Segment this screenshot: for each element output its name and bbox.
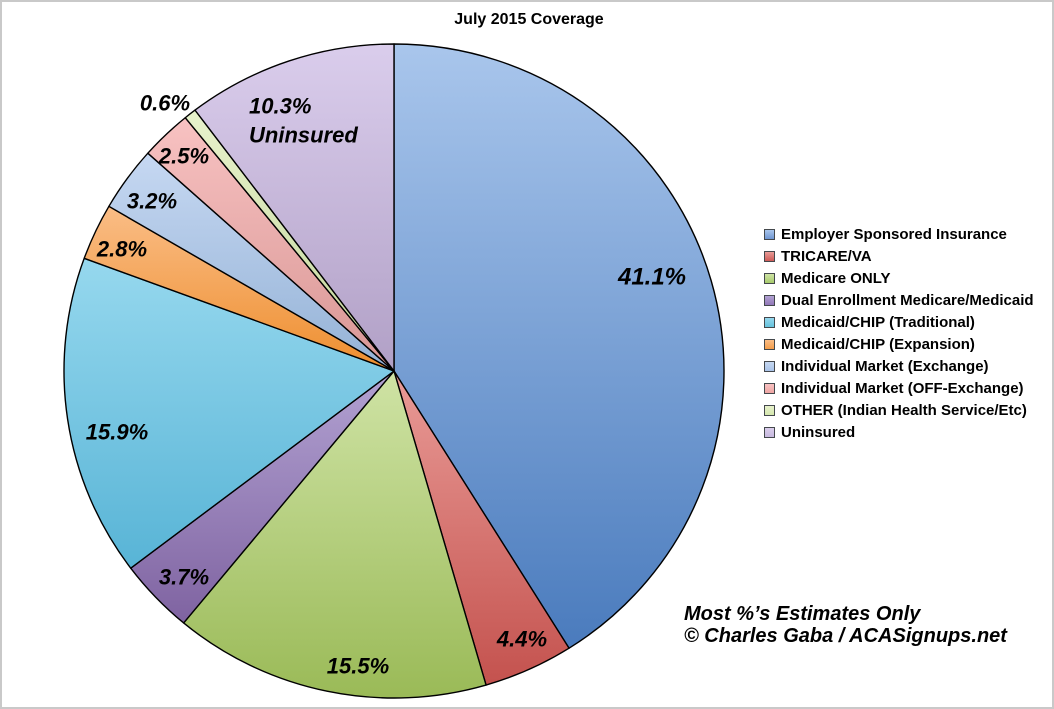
slice-value-label: 2.8% — [96, 237, 147, 262]
legend-item: Individual Market (OFF-Exchange) — [764, 377, 1034, 399]
note-copyright: © Charles Gaba / ACASignups.net — [684, 625, 1007, 647]
legend-swatch — [764, 404, 775, 416]
legend-item: Medicare ONLY — [764, 267, 1034, 289]
legend-label: Medicaid/CHIP (Expansion) — [781, 335, 975, 353]
pie-slice — [63, 257, 395, 569]
legend-label: TRICARE/VA — [781, 247, 872, 265]
legend-item: TRICARE/VA — [764, 245, 1034, 267]
slice-value-label: 3.7% — [159, 565, 209, 590]
legend-swatch — [764, 426, 775, 438]
legend-item: Uninsured — [764, 421, 1034, 443]
chart-notes: Most %’s Estimates Only © Charles Gaba /… — [684, 603, 1007, 647]
slice-value-label: 3.2% — [127, 189, 177, 214]
legend-label: Dual Enrollment Medicare/Medicaid — [781, 291, 1034, 309]
note-estimates: Most %’s Estimates Only — [684, 603, 921, 625]
slice-value-label: 15.9% — [86, 420, 148, 445]
legend-swatch — [764, 316, 775, 328]
legend-swatch — [764, 228, 775, 240]
slice-value-label: 0.6% — [140, 91, 190, 116]
legend-item: OTHER (Indian Health Service/Etc) — [764, 399, 1034, 421]
legend-label: Uninsured — [781, 423, 856, 441]
legend-item: Medicaid/CHIP (Traditional) — [764, 311, 1034, 333]
slice-value-label: 2.5% — [158, 144, 209, 169]
legend-item: Dual Enrollment Medicare/Medicaid — [764, 289, 1034, 311]
legend-swatch — [764, 250, 775, 262]
chart-title: July 2015 Coverage — [454, 11, 604, 28]
legend: Employer Sponsored Insurance TRICARE/VA Me… — [764, 223, 1034, 443]
legend-label: Medicare ONLY — [781, 269, 891, 287]
legend-swatch — [764, 294, 775, 306]
legend-label: Employer Sponsored Insurance — [781, 225, 1007, 243]
slice-value-label: 10.3% — [249, 94, 311, 119]
slice-value-label: 15.5% — [327, 654, 389, 679]
pie-slice — [182, 370, 487, 699]
legend-item: Individual Market (Exchange) — [764, 355, 1034, 377]
legend-swatch — [764, 272, 775, 284]
legend-item: Medicaid/CHIP (Expansion) — [764, 333, 1034, 355]
legend-item: Employer Sponsored Insurance — [764, 223, 1034, 245]
slice-value-label: 4.4% — [496, 627, 547, 652]
legend-swatch — [764, 360, 775, 372]
pie-slice — [194, 43, 395, 372]
legend-swatch — [764, 338, 775, 350]
slice-name-label: Uninsured — [249, 123, 358, 148]
legend-label: Individual Market (OFF-Exchange) — [781, 379, 1024, 397]
legend-label: Individual Market (Exchange) — [781, 357, 989, 375]
pie-slice — [393, 43, 725, 649]
legend-label: OTHER (Indian Health Service/Etc) — [781, 401, 1027, 419]
legend-swatch — [764, 382, 775, 394]
legend-label: Medicaid/CHIP (Traditional) — [781, 313, 975, 331]
slice-value-label: 41.1% — [617, 263, 686, 290]
